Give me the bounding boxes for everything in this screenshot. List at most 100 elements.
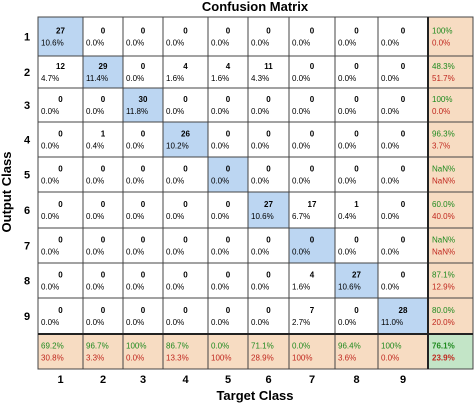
row-summary-cell (427, 227, 474, 264)
cell-count: 0 (354, 130, 359, 139)
row-summary-correct: 80.0% (432, 306, 455, 315)
cell-count: 0 (58, 200, 63, 209)
cell-percent: 10.6% (338, 283, 361, 292)
col-summary-error: 30.8% (41, 354, 64, 363)
cell-percent: 0.0% (126, 177, 144, 186)
cell-percent: 0.0% (381, 74, 399, 83)
matrix-cell (37, 227, 84, 264)
row-summary-cell (427, 262, 474, 299)
row-summary-cell (427, 87, 474, 123)
row-summary-correct: 100% (432, 95, 452, 104)
matrix-cell (82, 87, 124, 123)
cell-percent: 0.0% (251, 142, 269, 151)
cell-count: 7 (310, 306, 315, 315)
col-summary-error: 3.3% (86, 354, 104, 363)
cell-count: 0 (58, 271, 63, 280)
cell-count: 0 (266, 95, 271, 104)
overall-error: 23.9% (432, 354, 455, 363)
row-summary-correct: NaN% (432, 236, 455, 245)
row-summary-correct: NaN% (432, 165, 455, 174)
cell-count: 0 (310, 165, 315, 174)
col-summary-error: 100% (211, 354, 231, 363)
cell-percent: 10.2% (166, 142, 189, 151)
cell-count: 0 (310, 62, 315, 71)
cell-count: 0 (183, 95, 188, 104)
cell-count: 0 (401, 271, 406, 280)
col-summary-cell (162, 333, 209, 370)
matrix-cell (288, 87, 336, 123)
cell-count: 4 (183, 62, 188, 71)
cell-count: 0 (141, 236, 146, 245)
row-summary-error: 51.7% (432, 74, 455, 83)
matrix-cell (247, 227, 290, 264)
cell-count: 0 (58, 236, 63, 245)
row-summary-error: 12.9% (432, 283, 455, 292)
x-tick-label: 1 (57, 374, 63, 386)
cell-percent: 1.6% (166, 74, 184, 83)
matrix-cell (37, 55, 84, 89)
cell-count: 0 (226, 306, 231, 315)
cell-count: 27 (352, 271, 361, 280)
cell-percent: 0.0% (211, 212, 229, 221)
cell-percent: 0.0% (251, 318, 269, 327)
col-summary-cell (207, 333, 249, 370)
matrix-cell (162, 16, 209, 57)
cell-percent: 0.0% (86, 212, 104, 221)
matrix-cell (207, 262, 249, 299)
matrix-cell (247, 297, 290, 335)
col-summary-correct: 71.1% (251, 342, 274, 351)
cell-percent: 4.7% (41, 74, 59, 83)
cell-count: 0 (266, 130, 271, 139)
cell-percent: 0.0% (292, 177, 310, 186)
cell-count: 0 (183, 236, 188, 245)
x-tick-label: 6 (265, 374, 271, 386)
cell-percent: 0.0% (338, 39, 356, 48)
y-tick-label: 6 (24, 205, 30, 217)
cell-count: 29 (99, 62, 108, 71)
matrix-cell (82, 16, 124, 57)
cell-percent: 0.0% (338, 177, 356, 186)
cell-count: 0 (141, 130, 146, 139)
cell-count: 0 (354, 165, 359, 174)
row-summary-error: 0.0% (432, 39, 450, 48)
overall-cell (427, 333, 474, 370)
overall-correct: 76.1% (432, 342, 455, 351)
cell-percent: 0.0% (166, 39, 184, 48)
matrix-cell (377, 87, 429, 123)
matrix-cell (122, 227, 164, 264)
cell-count: 0 (354, 236, 359, 245)
cell-percent: 0.0% (166, 248, 184, 257)
row-summary-cell (427, 156, 474, 193)
matrix-cell (162, 297, 209, 335)
cell-percent: 0.0% (86, 248, 104, 257)
cell-count: 0 (401, 165, 406, 174)
col-summary-correct: 100% (381, 342, 401, 351)
chart-title: Confusion Matrix (202, 0, 309, 14)
cell-percent: 0.0% (41, 318, 59, 327)
matrix-cell (247, 262, 290, 299)
cell-percent: 0.0% (211, 177, 229, 186)
row-summary-correct: 60.0% (432, 200, 455, 209)
cell-count: 0 (354, 95, 359, 104)
cell-count: 0 (141, 165, 146, 174)
cell-count: 17 (308, 200, 317, 209)
cell-percent: 1.6% (292, 283, 310, 292)
matrix-cell (207, 87, 249, 123)
matrix-cell (162, 262, 209, 299)
cell-count: 0 (183, 306, 188, 315)
y-tick-label: 9 (24, 311, 30, 323)
cell-percent: 0.0% (251, 39, 269, 48)
cell-count: 0 (101, 27, 106, 36)
matrix-cell (207, 297, 249, 335)
matrix-cell (82, 121, 124, 158)
cell-percent: 0.0% (381, 39, 399, 48)
col-summary-error: 100% (292, 354, 312, 363)
matrix-cell (37, 262, 84, 299)
cell-percent: 0.0% (41, 107, 59, 116)
cell-percent: 0.0% (166, 283, 184, 292)
matrix-cell (122, 297, 164, 335)
cell-percent: 0.0% (126, 142, 144, 151)
matrix-cell (377, 156, 429, 193)
cell-percent: 0.4% (338, 212, 356, 221)
row-summary-correct: 48.3% (432, 62, 455, 71)
